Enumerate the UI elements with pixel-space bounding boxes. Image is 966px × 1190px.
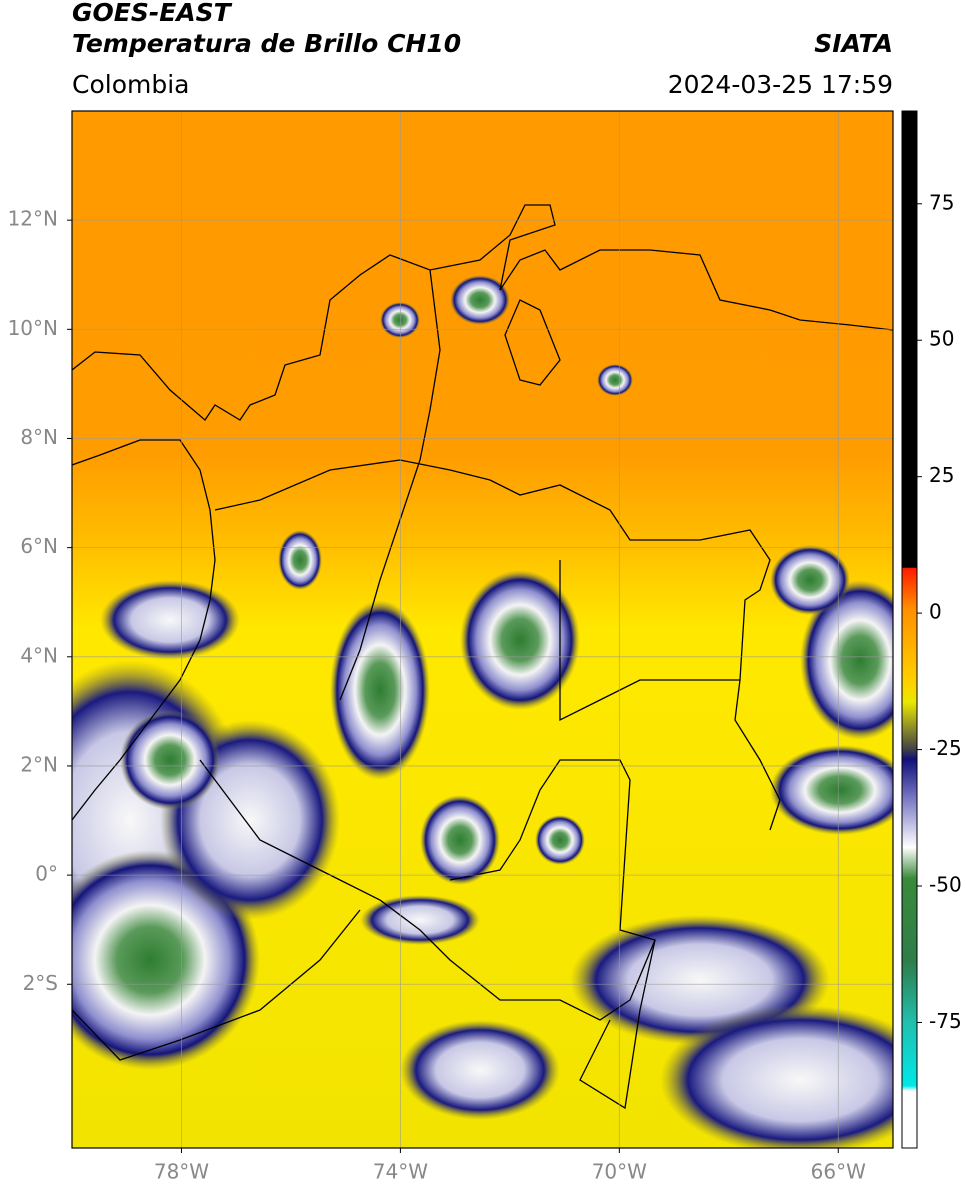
region: Colombia (72, 70, 189, 99)
colorbar-tick-label: -75 (929, 1009, 962, 1033)
colorbar-tick-label: -50 (929, 873, 962, 897)
map-frame (71, 110, 894, 1149)
subtitle: Temperatura de Brillo CH10 (72, 29, 461, 58)
y-tick-label: 8°N (20, 425, 58, 449)
datetime: 2024-03-25 17:59 (668, 70, 893, 99)
colorbar-tick-label: 50 (929, 327, 954, 351)
y-tick-label: 6°N (20, 534, 58, 558)
source: SIATA (814, 29, 893, 58)
satellite-image (72, 111, 893, 1148)
y-tick-label: 4°N (20, 643, 58, 667)
y-tick-label: 2°N (20, 752, 58, 776)
x-tick-label: 74°W (373, 1160, 428, 1184)
colorbar-tick-label: 25 (929, 463, 954, 487)
x-tick-label: 78°W (154, 1160, 209, 1184)
y-tick-label: 0° (35, 862, 58, 886)
x-tick-label: 70°W (592, 1160, 647, 1184)
y-tick-label: 10°N (8, 316, 58, 340)
y-tick-label: 12°N (8, 207, 58, 231)
colorbar-tick-label: 0 (929, 600, 942, 624)
colorbar (901, 110, 918, 1149)
colorbar-tick-label: 75 (929, 190, 954, 214)
graticule (72, 111, 893, 1148)
x-tick-label: 66°W (811, 1160, 866, 1184)
colorbar-tick-label: -25 (929, 736, 962, 760)
y-tick-label: 2°S (23, 971, 58, 995)
title: GOES-EAST (72, 0, 233, 27)
